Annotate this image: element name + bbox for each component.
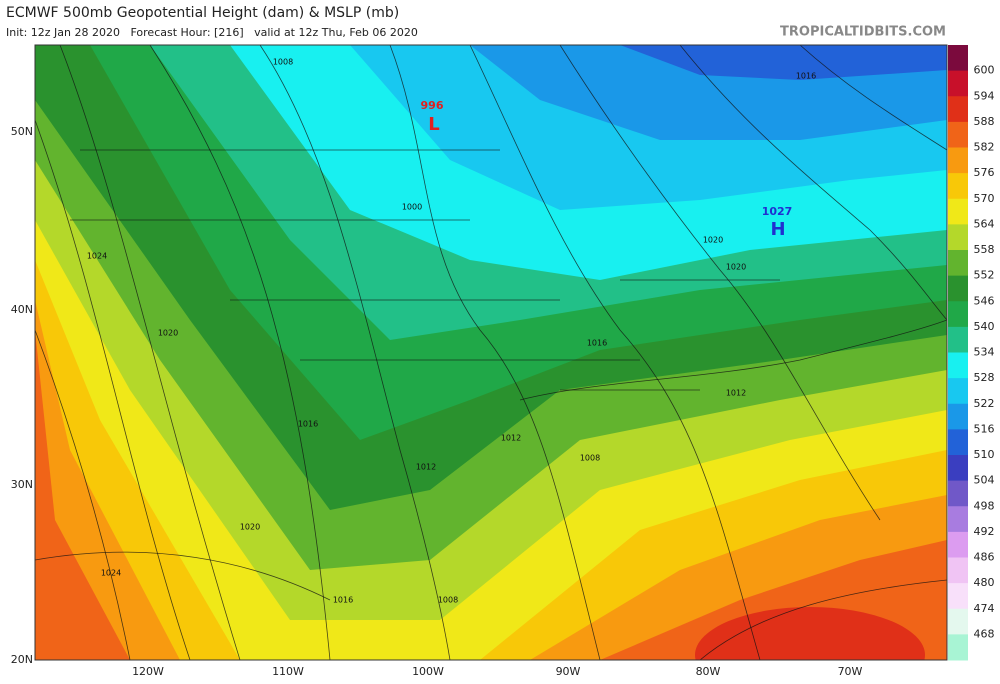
isobar-label: 1024 [101, 569, 121, 578]
colorbar-swatch [948, 147, 968, 174]
colorbar-label: 474 [974, 602, 995, 615]
site-name: TROPICALTIDBITS.COM [780, 25, 946, 40]
colorbar-swatch [948, 608, 968, 635]
isobar-label: 1012 [501, 434, 521, 443]
colorbar-label: 576 [974, 166, 995, 179]
colorbar-swatch [948, 480, 968, 507]
high-marker: H [770, 219, 785, 240]
isobar-label: 1012 [416, 463, 436, 472]
colorbar-label: 486 [974, 551, 995, 564]
isobar-label: 1020 [703, 236, 723, 245]
colorbar-label: 498 [974, 499, 995, 512]
isobar-label: 1016 [587, 339, 607, 348]
isobar-label: 1020 [158, 329, 178, 338]
isobar-label: 1024 [87, 252, 107, 261]
colorbar-label: 570 [974, 192, 995, 205]
colorbar-label: 546 [974, 294, 995, 307]
low-pressure: 996 [421, 99, 444, 112]
colorbar-label: 564 [974, 217, 995, 230]
colorbar-label: 492 [974, 525, 995, 538]
colorbar-swatch [948, 531, 968, 558]
colorbar-swatch [948, 275, 968, 302]
colorbar-label: 588 [974, 115, 995, 128]
longitude-label: 80W [696, 665, 721, 678]
longitude-label: 110W [272, 665, 304, 678]
isobar-label: 1008 [273, 58, 293, 67]
colorbar-label: 528 [974, 371, 995, 384]
colorbar-swatch [948, 173, 968, 200]
band [695, 607, 925, 660]
colorbar-label: 510 [974, 448, 995, 461]
colorbar-swatch [948, 224, 968, 251]
isobar-label: 1012 [726, 389, 746, 398]
colorbar-swatch [948, 455, 968, 482]
isobar-label: 1008 [580, 454, 600, 463]
colorbar-swatch [948, 301, 968, 328]
low-marker: L [428, 114, 439, 135]
colorbar-swatch [948, 45, 968, 72]
colorbar-label: 600 [974, 64, 995, 77]
colorbar-swatch [948, 506, 968, 533]
latitude-label: 30N [11, 478, 33, 491]
high-pressure: 1027 [762, 205, 793, 218]
longitude-label: 120W [132, 665, 164, 678]
colorbar-swatch [948, 250, 968, 277]
isobar-label: 1008 [438, 596, 458, 605]
colorbar-swatch [948, 198, 968, 225]
map [35, 45, 947, 660]
colorbar-swatch [948, 326, 968, 353]
isobar-label: 1000 [402, 203, 422, 212]
longitude-label: 100W [412, 665, 444, 678]
colorbar-swatch [948, 378, 968, 405]
colorbar-swatch [948, 403, 968, 430]
colorbar-label: 534 [974, 346, 995, 359]
isobar-label: 1016 [298, 420, 318, 429]
colorbar-label: 540 [974, 320, 995, 333]
isobar-label: 1016 [796, 72, 816, 81]
isobar-label: 1016 [333, 596, 353, 605]
colorbar-label: 558 [974, 243, 995, 256]
colorbar-swatch [948, 96, 968, 123]
latitude-label: 50N [11, 125, 33, 138]
colorbar-label: 582 [974, 141, 995, 154]
latitude-label: 20N [11, 653, 33, 666]
title: ECMWF 500mb Geopotential Height (dam) & … [6, 5, 399, 21]
colorbar-swatch [948, 557, 968, 584]
colorbar-swatch [948, 634, 968, 661]
isobar-label: 1020 [240, 523, 260, 532]
colorbar-label: 522 [974, 397, 995, 410]
colorbar-swatch [948, 429, 968, 456]
isobars [35, 45, 947, 660]
isobar-label: 1020 [726, 263, 746, 272]
colorbar-label: 504 [974, 474, 995, 487]
colorbar-swatch [948, 352, 968, 379]
colorbar-swatch [948, 70, 968, 97]
longitude-label: 90W [556, 665, 581, 678]
colorbar-label: 480 [974, 576, 995, 589]
latitude-label: 40N [11, 303, 33, 316]
colorbar-label: 594 [974, 89, 995, 102]
colorbar-swatch [948, 121, 968, 148]
colorbar-label: 468 [974, 627, 995, 640]
colorbar-swatch [948, 583, 968, 610]
map-frame [34, 44, 948, 661]
colorbar-label: 516 [974, 422, 995, 435]
longitude-label: 70W [838, 665, 863, 678]
subtitle: Init: 12z Jan 28 2020 Forecast Hour: [21… [6, 26, 418, 39]
colorbar-label: 552 [974, 269, 995, 282]
